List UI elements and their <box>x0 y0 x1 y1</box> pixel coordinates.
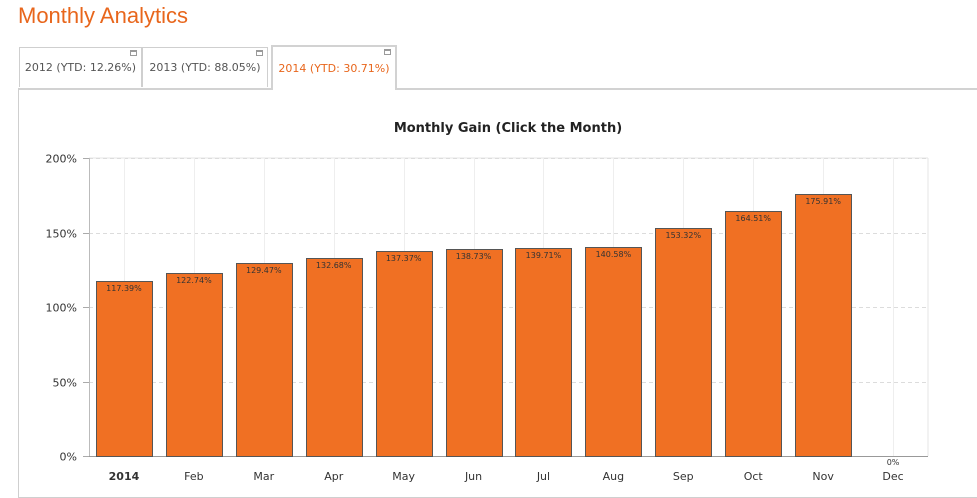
x-tick-label[interactable]: Feb <box>184 470 203 483</box>
data-label: 164.51% <box>735 214 771 223</box>
y-tick-label: 0% <box>60 451 77 464</box>
data-label: 139.71% <box>526 251 562 260</box>
tab-label: 2014 (YTD: 30.71%) <box>278 62 390 75</box>
x-tick-label[interactable]: Aug <box>603 470 624 483</box>
bar-feb[interactable] <box>166 273 223 457</box>
data-label: 129.47% <box>246 266 282 275</box>
data-label: 153.32% <box>665 231 701 240</box>
data-label: 175.91% <box>805 197 841 206</box>
data-label: 138.73% <box>456 252 492 261</box>
bar-apr[interactable] <box>306 258 363 457</box>
x-tick-label[interactable]: Oct <box>744 470 764 483</box>
data-label: 140.58% <box>596 250 632 259</box>
minimize-icon[interactable] <box>256 50 263 56</box>
data-label: 122.74% <box>176 276 212 285</box>
y-tick-label: 50% <box>53 377 77 390</box>
y-tick-label: 200% <box>46 153 77 166</box>
chart-bars <box>96 194 852 457</box>
x-tick-label[interactable]: Sep <box>673 470 694 483</box>
x-tick-label[interactable]: Jun <box>464 470 482 483</box>
bar-mar[interactable] <box>236 263 293 457</box>
chart-title: Monthly Gain (Click the Month) <box>394 121 622 136</box>
bar-sep[interactable] <box>655 228 712 457</box>
tab-2014[interactable]: 2014 (YTD: 30.71%) <box>271 45 397 90</box>
chart-labels: 0% 50% 100% 150% 200% 117.39% 2014 122.74% Feb 12… <box>46 153 904 484</box>
minimize-icon[interactable] <box>130 50 137 56</box>
data-label: 137.37% <box>386 254 422 263</box>
bar-oct[interactable] <box>725 211 782 457</box>
data-label: 0% <box>887 458 900 467</box>
x-tick-label[interactable]: Apr <box>324 470 344 483</box>
tab-2012[interactable]: 2012 (YTD: 12.26%) <box>19 47 142 87</box>
tab-2013[interactable]: 2013 (YTD: 88.05%) <box>142 47 268 87</box>
bar-aug[interactable] <box>585 247 642 457</box>
bar-may[interactable] <box>376 251 433 457</box>
x-tick-label[interactable]: May <box>392 470 415 483</box>
page-title: Monthly Analytics <box>18 3 188 28</box>
x-tick-label[interactable]: 2014 <box>109 470 140 483</box>
x-tick-label[interactable]: Jul <box>536 470 550 483</box>
y-tick-label: 150% <box>46 228 77 241</box>
bar-jul[interactable] <box>515 248 572 457</box>
bar-nov[interactable] <box>795 194 852 457</box>
x-tick-label[interactable]: Dec <box>882 470 903 483</box>
x-tick-label[interactable]: Nov <box>812 470 834 483</box>
tab-label: 2012 (YTD: 12.26%) <box>24 61 137 74</box>
bar-jun[interactable] <box>446 249 503 457</box>
bar-2014[interactable] <box>96 281 153 457</box>
minimize-icon[interactable] <box>384 49 391 55</box>
data-label: 132.68% <box>316 261 352 270</box>
data-label: 117.39% <box>106 284 142 293</box>
x-tick-label[interactable]: Mar <box>253 470 274 483</box>
tab-label: 2013 (YTD: 88.05%) <box>149 61 261 74</box>
y-tick-label: 100% <box>46 302 77 315</box>
